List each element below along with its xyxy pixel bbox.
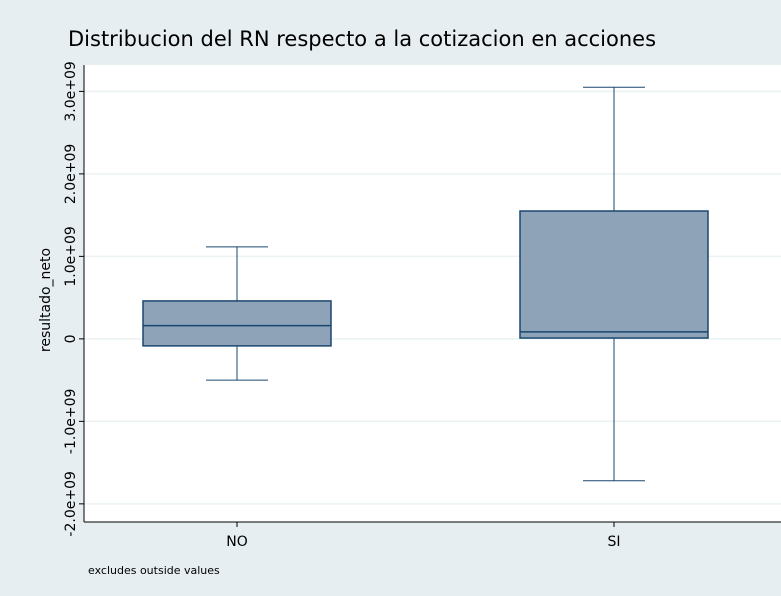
note: excludes outside values bbox=[88, 564, 220, 577]
y-tick-label: -1.0e+09 bbox=[63, 389, 79, 454]
box bbox=[519, 210, 709, 339]
x-tick-label: NO bbox=[226, 534, 248, 550]
y-tick-label: 1.0e+09 bbox=[63, 226, 79, 286]
y-axis-label: resultado_neto bbox=[38, 248, 54, 352]
y-tick-label: 0 bbox=[63, 334, 79, 343]
y-tick-label: -2.0e+09 bbox=[63, 471, 79, 536]
y-tick-label: 2.0e+09 bbox=[63, 144, 79, 204]
y-tick-label: 3.0e+09 bbox=[63, 61, 79, 121]
x-tick-label: SI bbox=[607, 534, 620, 550]
box bbox=[142, 300, 332, 347]
chart-title: Distribucion del RN respecto a la cotiza… bbox=[68, 27, 656, 51]
